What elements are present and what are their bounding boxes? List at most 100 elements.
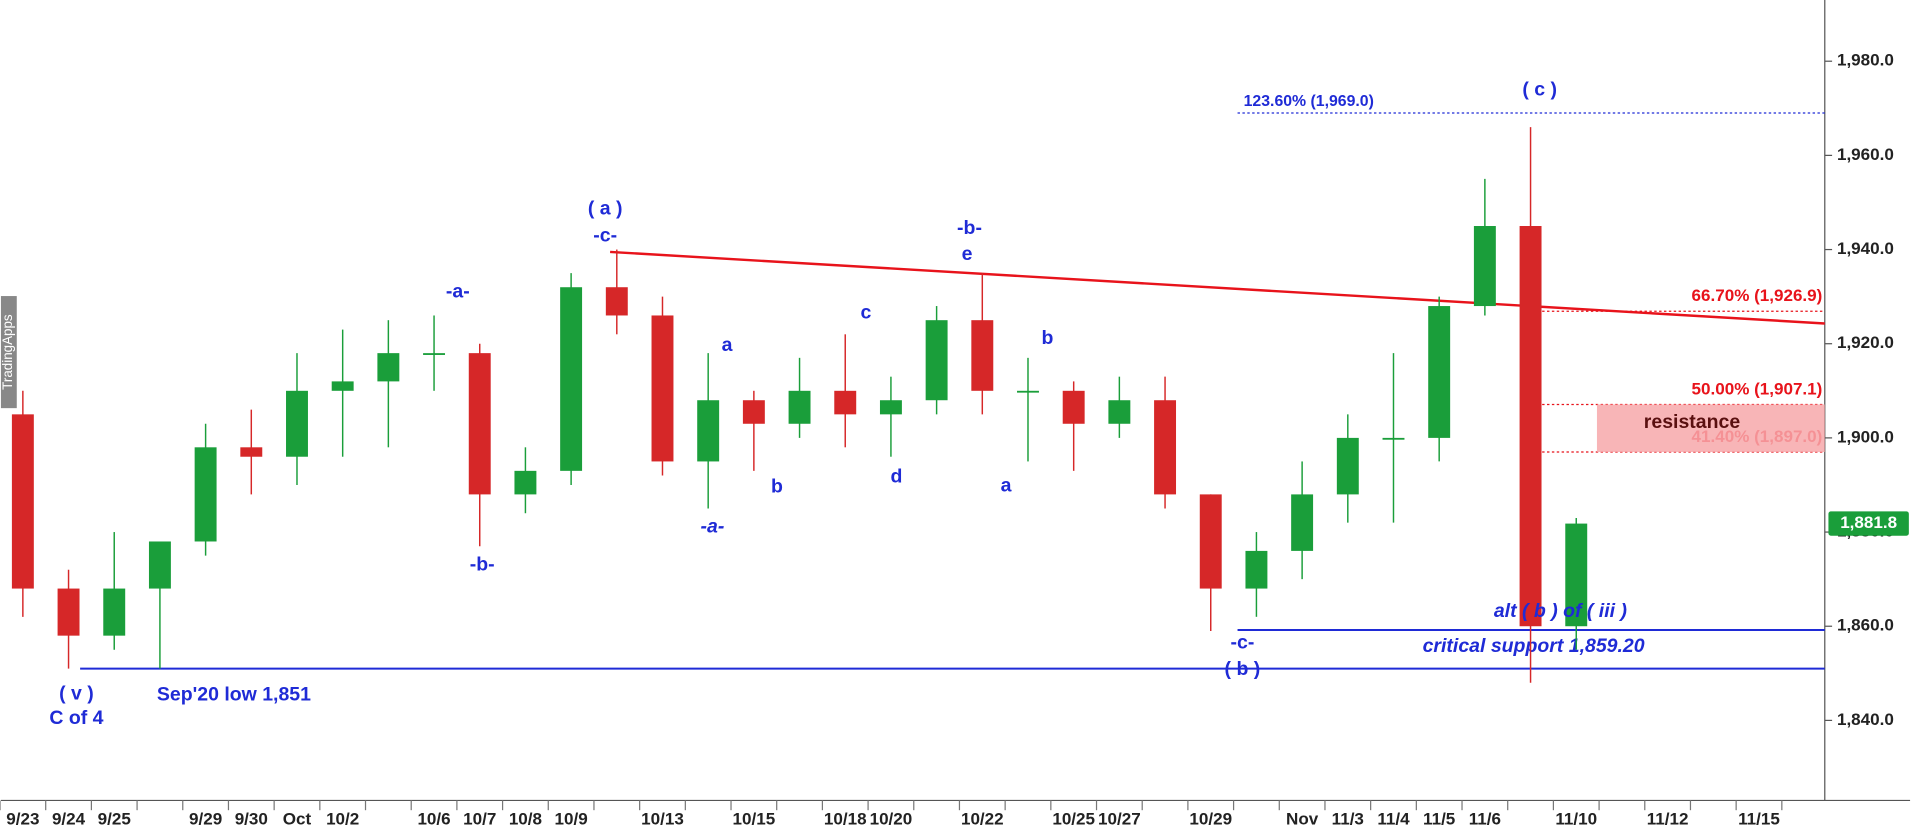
candle-body: [468, 353, 491, 495]
x-tick-label: 10/15: [733, 809, 776, 828]
wave-label: d: [890, 466, 902, 488]
candle-body: [1519, 226, 1542, 627]
candle-body: [1336, 437, 1359, 495]
candle-body: [1565, 523, 1588, 627]
candle-body: [560, 287, 583, 471]
candle-body: [377, 353, 400, 382]
x-tick-label: 10/8: [509, 809, 542, 828]
x-tick-label: 9/23: [6, 809, 39, 828]
x-tick-label: 10/25: [1052, 809, 1095, 828]
trendline: [610, 250, 1825, 325]
candle-body: [742, 400, 765, 424]
x-tick-label: 10/7: [463, 809, 496, 828]
candle-body: [194, 447, 217, 542]
candle-body: [1291, 494, 1314, 551]
wave-label: a: [722, 334, 733, 356]
side-tab: [0, 296, 17, 409]
y-tick-label: 1,940.0: [1837, 239, 1894, 258]
wave-label: -b-: [957, 217, 982, 239]
wave-label: ( c ): [1522, 78, 1557, 100]
candle-body: [1245, 550, 1268, 589]
candle-body: [1428, 306, 1451, 438]
fib-label: 66.70% (1,926.9): [1692, 286, 1823, 305]
x-tick-label: 10/18: [824, 809, 867, 828]
x-tick-label: Nov: [1286, 809, 1319, 828]
candle-body: [834, 390, 857, 415]
resistance-label: resistance: [1644, 411, 1741, 433]
wave-label: -b-: [470, 553, 495, 575]
x-tick-label: 11/15: [1738, 809, 1780, 828]
y-tick-label: 1,980.0: [1837, 51, 1894, 70]
x-tick-label: 11/3: [1332, 809, 1364, 828]
x-tick-label: 10/6: [417, 809, 450, 828]
wave-label: alt ( b ) of ( iii ): [1494, 600, 1627, 622]
candle-body: [1473, 226, 1496, 307]
y-tick-label: 1,920.0: [1837, 333, 1894, 352]
wave-label: -a-: [446, 281, 470, 303]
candle-body: [925, 320, 948, 401]
x-tick-label: 11/12: [1647, 809, 1689, 828]
candle-body: [879, 400, 902, 415]
candle-body: [1154, 400, 1177, 495]
wave-label: ( b ): [1225, 658, 1261, 680]
candle-body: [103, 588, 126, 636]
last-price-tag: [1828, 511, 1909, 536]
x-tick-label: 10/9: [555, 809, 588, 828]
y-tick-label: 1,860.0: [1837, 616, 1894, 635]
candle-body: [148, 541, 171, 589]
candle-body: [697, 400, 720, 462]
candle-body: [286, 390, 308, 457]
x-tick-label: 9/25: [98, 809, 131, 828]
x-tick-label: 11/4: [1377, 809, 1410, 828]
support-label: Sep'20 low 1,851: [157, 684, 311, 706]
candle-body: [11, 414, 34, 589]
resistance-zone: [1596, 404, 1825, 453]
watermark: TradingApps: [0, 314, 15, 390]
support-label: critical support 1,859.20: [1423, 635, 1645, 657]
candle-body: [1382, 437, 1405, 440]
candle-body: [1199, 494, 1222, 589]
wave-label: b: [771, 475, 783, 497]
candle-body: [57, 588, 80, 636]
x-tick-label: 9/30: [235, 809, 268, 828]
wave-label: -c-: [1231, 631, 1255, 653]
wave-label: e: [962, 243, 973, 265]
y-tick-label: 1,900.0: [1837, 427, 1894, 446]
candle-body: [605, 287, 628, 316]
y-tick-label: 1,840.0: [1837, 710, 1894, 729]
x-tick-label: 10/13: [641, 809, 684, 828]
wave-label: a: [1001, 474, 1012, 496]
wave-label: -c-: [593, 225, 617, 247]
x-tick-label: Oct: [283, 809, 312, 828]
candle-body: [1108, 400, 1131, 424]
wave-label: ( v ): [59, 683, 94, 705]
x-tick-label: 10/22: [961, 809, 1004, 828]
x-tick-label: 10/2: [326, 809, 359, 828]
wave-label: ( a ): [588, 198, 623, 220]
candle-body: [788, 390, 811, 424]
x-tick-label: 11/6: [1469, 809, 1501, 828]
wave-label: b: [1042, 327, 1054, 349]
x-tick-label: 10/27: [1098, 809, 1141, 828]
last-price-label: 1,881.8: [1840, 513, 1897, 532]
candle-body: [514, 470, 537, 495]
y-tick-label: 1,960.0: [1837, 145, 1894, 164]
candle-body: [971, 320, 994, 391]
x-tick-label: 11/5: [1423, 809, 1455, 828]
candle-body: [331, 381, 354, 391]
x-tick-label: 9/29: [189, 809, 222, 828]
candle-body: [240, 447, 263, 457]
x-tick-label: 10/29: [1189, 809, 1232, 828]
x-tick-label: 9/24: [52, 809, 86, 828]
wave-label: -a-: [701, 516, 725, 538]
fib-label: 123.60% (1,969.0): [1244, 93, 1374, 110]
wave-label: c: [861, 301, 872, 323]
wave-label: C of 4: [49, 707, 103, 729]
x-tick-label: 11/10: [1555, 809, 1597, 828]
fib-label: 50.00% (1,907.1): [1692, 379, 1823, 398]
x-tick-label: 10/20: [870, 809, 913, 828]
candle-body: [423, 353, 446, 355]
candle-body: [1062, 390, 1085, 424]
